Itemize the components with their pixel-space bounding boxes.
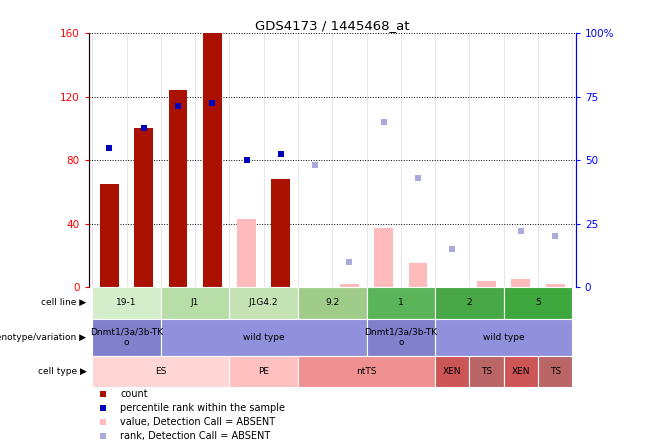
Bar	[545, 284, 565, 287]
Text: Dnmt1/3a/3b-TK
o: Dnmt1/3a/3b-TK o	[365, 328, 438, 347]
Text: TS: TS	[549, 367, 561, 376]
Text: PE: PE	[258, 367, 269, 376]
Bar	[92, 318, 161, 356]
Text: value, Detection Call = ABSENT: value, Detection Call = ABSENT	[120, 417, 276, 427]
Bar	[367, 318, 435, 356]
Bar	[435, 287, 504, 318]
Bar	[168, 91, 188, 287]
Text: XEN: XEN	[443, 367, 461, 376]
Text: 5: 5	[535, 298, 541, 307]
Bar	[230, 356, 298, 388]
Bar	[203, 33, 222, 287]
Bar	[340, 284, 359, 287]
Bar	[504, 287, 572, 318]
Text: percentile rank within the sample: percentile rank within the sample	[120, 403, 286, 413]
Text: cell type ▶: cell type ▶	[38, 367, 86, 376]
Bar	[367, 287, 435, 318]
Bar	[237, 219, 256, 287]
Text: count: count	[120, 389, 148, 399]
Bar	[409, 263, 428, 287]
Bar	[374, 228, 393, 287]
Bar	[504, 356, 538, 388]
Bar	[134, 128, 153, 287]
Text: ntTS: ntTS	[357, 367, 377, 376]
Text: wild type: wild type	[243, 333, 284, 342]
Bar	[161, 318, 367, 356]
Bar	[92, 287, 161, 318]
Bar	[469, 356, 504, 388]
Bar	[92, 356, 230, 388]
Text: 2: 2	[467, 298, 472, 307]
Bar	[435, 356, 469, 388]
Text: genotype/variation ▶: genotype/variation ▶	[0, 333, 86, 342]
Bar	[230, 287, 298, 318]
Text: XEN: XEN	[512, 367, 530, 376]
Text: rank, Detection Call = ABSENT: rank, Detection Call = ABSENT	[120, 431, 270, 441]
Text: 9.2: 9.2	[325, 298, 340, 307]
Text: 19-1: 19-1	[116, 298, 137, 307]
Text: 1: 1	[398, 298, 404, 307]
Bar	[538, 356, 572, 388]
Text: Dnmt1/3a/3b-TK
o: Dnmt1/3a/3b-TK o	[90, 328, 163, 347]
Bar	[477, 281, 496, 287]
Text: wild type: wild type	[483, 333, 524, 342]
Text: TS: TS	[481, 367, 492, 376]
Bar	[511, 279, 530, 287]
Bar	[298, 287, 367, 318]
Text: J1: J1	[191, 298, 199, 307]
Bar	[271, 179, 290, 287]
Text: J1G4.2: J1G4.2	[249, 298, 278, 307]
Bar	[435, 318, 572, 356]
Bar	[161, 287, 230, 318]
Text: ES: ES	[155, 367, 166, 376]
Bar	[100, 184, 119, 287]
Bar	[298, 356, 435, 388]
Title: GDS4173 / 1445468_at: GDS4173 / 1445468_at	[255, 19, 409, 32]
Text: cell line ▶: cell line ▶	[41, 298, 86, 307]
